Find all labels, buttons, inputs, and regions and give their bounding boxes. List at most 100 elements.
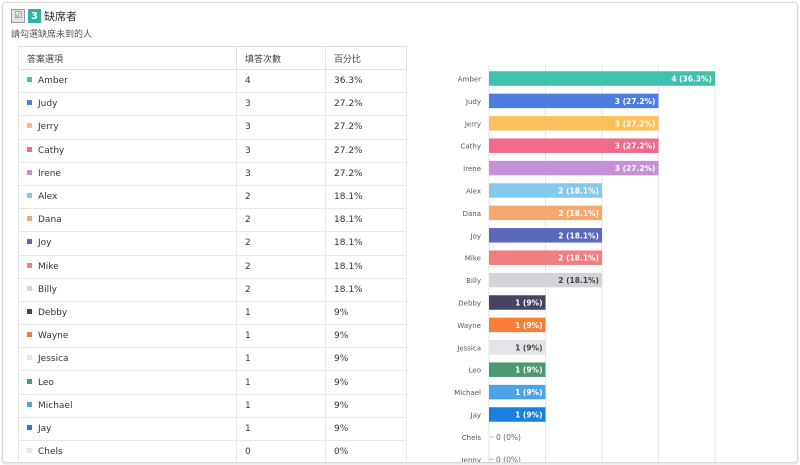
percent-cell: 18.1%	[325, 254, 407, 279]
option-cell: Wayne	[18, 324, 237, 349]
option-cell: Jessica	[18, 347, 237, 372]
question-description: 請勾選缺席未到的人	[11, 30, 93, 40]
option-cell: Mike	[18, 254, 237, 279]
y-tick-label: Judy	[465, 98, 481, 106]
count-cell: 3	[236, 138, 326, 163]
percent-cell: 18.1%	[325, 231, 407, 256]
percent-cell: 9%	[325, 347, 407, 372]
count-cell: 3	[236, 161, 326, 186]
bar	[489, 362, 546, 377]
count-cell: 3	[236, 115, 326, 140]
y-tick-label: Mike	[465, 255, 481, 263]
option-cell: Jay	[18, 416, 237, 442]
bar-data-label: 0 (0%)	[496, 433, 521, 442]
bar-chart: Amber 4 (36.3%) Judy 3 (27.2%) Jerry 3 (27.2%…	[454, 65, 716, 463]
option-cell: Michael	[18, 393, 237, 418]
bar-data-label: 3 (27.2%)	[615, 142, 656, 151]
table-row: Wayne 1 9%	[18, 324, 407, 349]
count-cell: 2	[236, 208, 326, 233]
bar-data-label: 0 (0%)	[496, 455, 521, 463]
percent-cell: 27.2%	[325, 115, 407, 140]
table-row: Joy 2 18.1%	[18, 231, 407, 256]
bar-data-label: 3 (27.2%)	[615, 164, 656, 173]
bar	[489, 228, 602, 243]
question-header: ☑ 3 缺席者	[11, 8, 77, 24]
color-swatch-icon	[27, 355, 32, 361]
color-swatch-icon	[27, 193, 32, 199]
color-swatch-icon	[27, 77, 32, 83]
y-tick-label: Amber	[458, 76, 481, 84]
bar	[489, 340, 546, 355]
y-tick-label: Irene	[463, 165, 481, 173]
count-cell: 2	[236, 231, 326, 256]
color-swatch-icon	[27, 378, 32, 384]
count-cell: 1	[236, 324, 326, 349]
option-cell: Billy	[18, 277, 237, 302]
color-swatch-icon	[27, 262, 32, 268]
color-swatch-icon	[27, 239, 32, 245]
option-cell: Irene	[18, 161, 237, 186]
count-cell: 1	[236, 393, 326, 418]
option-label: Leo	[38, 377, 54, 388]
checkbox-icon: ☑	[11, 9, 25, 23]
bar	[489, 160, 659, 176]
bar-data-label: 1 (9%)	[515, 388, 542, 397]
bar-data-label: 2 (18.1%)	[558, 231, 599, 240]
option-label: Dana	[38, 215, 62, 226]
y-tick-label: Michael	[454, 389, 481, 397]
option-label: Chels	[38, 447, 63, 458]
results-table: 答案選項 填答次數 百分比 Amber 4 36.3% Judy 3 27.2% Jerry…	[18, 46, 407, 462]
bar-data-label: 2 (18.1%)	[558, 209, 599, 218]
color-swatch-icon	[27, 308, 32, 314]
option-cell: Joy	[18, 231, 237, 256]
count-cell: 4	[236, 68, 326, 94]
y-tick-label: Jenny	[461, 456, 481, 463]
color-swatch-icon	[27, 123, 32, 129]
header-count: 填答次數	[236, 46, 326, 70]
option-cell: Chels	[18, 439, 237, 462]
count-cell: 3	[236, 92, 326, 117]
option-label: Billy	[38, 284, 58, 295]
count-cell: 0	[236, 439, 326, 462]
option-label: Judy	[38, 99, 58, 110]
bar-data-label: 3 (27.2%)	[615, 119, 656, 128]
table-row: Amber 4 36.3%	[18, 68, 407, 94]
option-cell: Dana	[18, 208, 237, 233]
y-tick-label: Jessica	[456, 344, 481, 352]
y-tick-label: Dana	[463, 210, 481, 218]
bar	[489, 250, 602, 265]
table-row: Cathy 3 27.2%	[18, 138, 407, 163]
color-swatch-icon	[27, 285, 32, 291]
option-cell: Cathy	[18, 138, 237, 163]
question-number: 3	[28, 9, 41, 23]
option-cell: Alex	[18, 184, 237, 210]
table-row: Judy 3 27.2%	[18, 92, 407, 117]
bar	[489, 71, 715, 86]
count-cell: 1	[236, 370, 326, 395]
table-row: Debby 1 9%	[18, 300, 407, 326]
table-row: Dana 2 18.1%	[18, 208, 407, 233]
option-label: Mike	[38, 261, 59, 272]
color-swatch-icon	[27, 146, 32, 152]
color-swatch-icon	[27, 448, 32, 454]
color-swatch-icon	[27, 216, 32, 222]
option-label: Irene	[38, 168, 61, 179]
percent-cell: 9%	[325, 324, 407, 349]
option-label: Michael	[38, 400, 73, 411]
question-title: 缺席者	[44, 10, 77, 23]
table-row: Leo 1 9%	[18, 370, 407, 395]
count-cell: 2	[236, 254, 326, 279]
bar-data-label: 2 (18.1%)	[558, 254, 599, 263]
percent-cell: 18.1%	[325, 277, 407, 302]
bar	[489, 183, 602, 198]
table-row: Mike 2 18.1%	[18, 254, 407, 279]
option-cell: Debby	[18, 300, 237, 326]
bar	[489, 407, 546, 422]
y-tick-label: Billy	[466, 277, 481, 285]
table-row: Jay 1 9%	[18, 416, 407, 442]
count-cell: 1	[236, 347, 326, 372]
y-tick-label: Debby	[458, 300, 481, 308]
y-tick-label: Cathy	[460, 143, 481, 151]
y-tick-label: Joy	[470, 232, 482, 240]
